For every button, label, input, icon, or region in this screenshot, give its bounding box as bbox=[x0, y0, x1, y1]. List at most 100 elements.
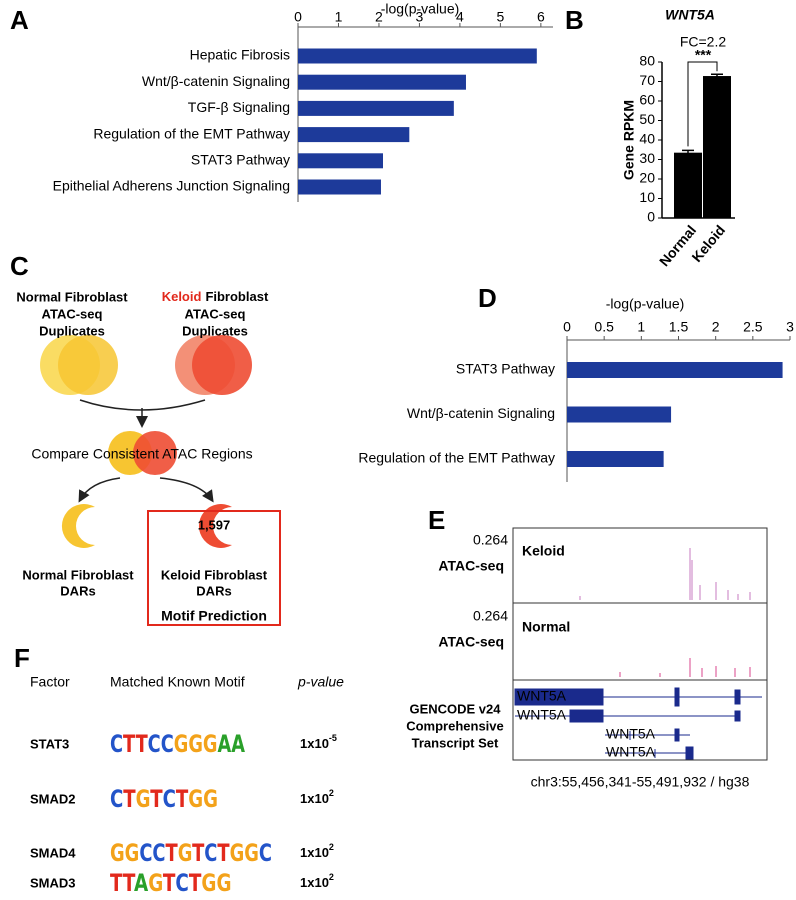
gene-track-label: Transcript Set bbox=[412, 735, 499, 750]
workflow-shapes bbox=[40, 335, 281, 626]
transcript-label: WNT5A bbox=[517, 688, 567, 704]
y-tick-label: 10 bbox=[639, 189, 655, 205]
error-bar bbox=[682, 149, 694, 156]
panel-label: E bbox=[428, 505, 445, 535]
transcript-label: WNT5A bbox=[606, 726, 656, 742]
motif: GGCCTGTCTGGC bbox=[110, 839, 272, 867]
category-label: Hepatic Fibrosis bbox=[190, 47, 290, 63]
gene-track-label: GENCODE v24 bbox=[409, 701, 501, 716]
transcript-label: WNT5A bbox=[517, 707, 567, 723]
p-value: 1x102 bbox=[300, 842, 334, 860]
annotation: FC=2.2 bbox=[680, 34, 727, 50]
x-tick-label: 2 bbox=[375, 9, 383, 25]
x-axis-label: -log(p-value) bbox=[606, 296, 685, 312]
x-tick-label: 2.5 bbox=[743, 319, 763, 335]
table-header: p-value bbox=[297, 674, 344, 690]
sample-label: ATAC-seq bbox=[42, 306, 103, 321]
sample-label: Fibroblast bbox=[205, 289, 269, 304]
dar-label: DARs bbox=[60, 583, 95, 598]
y-tick-label: 70 bbox=[639, 72, 655, 88]
motif: CTGTCTGG bbox=[110, 785, 218, 813]
genome-shapes bbox=[512, 527, 768, 761]
table-header: Factor bbox=[30, 674, 70, 690]
dar-label: DARs bbox=[196, 583, 231, 598]
bar bbox=[298, 100, 454, 116]
step-label: Compare Consistent ATAC Regions bbox=[31, 446, 252, 462]
x-tick-label: 4 bbox=[456, 9, 464, 25]
y-tick-label: 60 bbox=[639, 92, 655, 108]
y-tick-label: 80 bbox=[639, 53, 655, 69]
bar bbox=[298, 74, 466, 90]
p-value-base: 1x10 bbox=[300, 875, 329, 890]
sample-label: Keloid Fibroblast bbox=[162, 289, 269, 304]
dar-label: Keloid Fibroblast bbox=[161, 567, 268, 582]
sample-label: ATAC-seq bbox=[185, 306, 246, 321]
bar bbox=[298, 48, 537, 64]
significance-bracket bbox=[687, 61, 718, 147]
track-assay: ATAC-seq bbox=[438, 558, 504, 574]
bar bbox=[567, 451, 664, 467]
factor: SMAD4 bbox=[30, 845, 76, 860]
p-value-exponent: 2 bbox=[329, 842, 334, 852]
transcript-label: WNT5A bbox=[606, 744, 656, 760]
track-name: Normal bbox=[522, 619, 570, 635]
motif: TTAGTCTGG bbox=[110, 869, 232, 897]
x-tick-label: Normal bbox=[656, 222, 699, 269]
factor: STAT3 bbox=[30, 736, 69, 751]
genome-position: chr3:55,456,341-55,491,932 / hg38 bbox=[531, 774, 750, 790]
x-tick-label: 0.5 bbox=[594, 319, 614, 335]
panel-label: F bbox=[14, 643, 30, 673]
category-label: STAT3 Pathway bbox=[456, 361, 555, 377]
bar bbox=[298, 179, 381, 195]
bar bbox=[567, 362, 783, 378]
x-tick-label: 6 bbox=[537, 9, 545, 25]
y-tick-label: 20 bbox=[639, 170, 655, 186]
p-value: 1x102 bbox=[300, 788, 334, 806]
x-tick-label: 0 bbox=[294, 9, 302, 25]
y-tick-label: 30 bbox=[639, 150, 655, 166]
p-value: 1x102 bbox=[300, 872, 334, 890]
p-value-exponent: -5 bbox=[329, 733, 337, 743]
x-tick-label: 1 bbox=[335, 9, 343, 25]
x-tick-label: 0 bbox=[563, 319, 571, 335]
sample-label: Normal Fibroblast bbox=[16, 289, 128, 304]
track-scale: 0.264 bbox=[473, 608, 508, 624]
box-label: Motif Prediction bbox=[161, 608, 267, 624]
track-assay: ATAC-seq bbox=[438, 634, 504, 650]
panel-label: D bbox=[478, 283, 497, 313]
highlight: Keloid bbox=[162, 289, 202, 304]
chart-title: WNT5A bbox=[665, 7, 715, 23]
category-label: Wnt/β-catenin Signaling bbox=[142, 73, 290, 89]
dar-count: 1,597 bbox=[198, 517, 231, 532]
x-tick-label: 2 bbox=[712, 319, 720, 335]
factor: SMAD2 bbox=[30, 791, 76, 806]
x-axis-label: -log(p-value) bbox=[381, 1, 460, 17]
bar bbox=[703, 76, 731, 218]
category-label: STAT3 Pathway bbox=[191, 152, 290, 168]
dar-label: Normal Fibroblast bbox=[22, 567, 134, 582]
track-scale: 0.264 bbox=[473, 532, 508, 548]
sample-label: Duplicates bbox=[182, 323, 248, 338]
factor: SMAD3 bbox=[30, 875, 76, 890]
bar bbox=[298, 153, 383, 169]
bar bbox=[567, 406, 672, 423]
x-tick-label: 5 bbox=[496, 9, 504, 25]
annotation: *** bbox=[695, 47, 712, 63]
p-value-exponent: 2 bbox=[329, 788, 334, 798]
p-value-exponent: 2 bbox=[329, 872, 334, 882]
category-label: Wnt/β-catenin Signaling bbox=[407, 405, 555, 421]
category-label: Epithelial Adherens Junction Signaling bbox=[53, 178, 290, 194]
panel-label: A bbox=[10, 5, 29, 35]
track-name: Keloid bbox=[522, 543, 565, 559]
category-label: Regulation of the EMT Pathway bbox=[358, 450, 555, 466]
p-value-base: 1x10 bbox=[300, 791, 329, 806]
y-tick-label: 50 bbox=[639, 111, 655, 127]
motif: CTTCCGGGAA bbox=[110, 730, 245, 758]
x-tick-label: 3 bbox=[786, 319, 794, 335]
x-tick-label: 1 bbox=[637, 319, 645, 335]
category-label: Regulation of the EMT Pathway bbox=[93, 125, 290, 141]
panel-label: C bbox=[10, 251, 29, 281]
sample-label: Duplicates bbox=[39, 323, 105, 338]
table-header: Matched Known Motif bbox=[110, 674, 245, 690]
